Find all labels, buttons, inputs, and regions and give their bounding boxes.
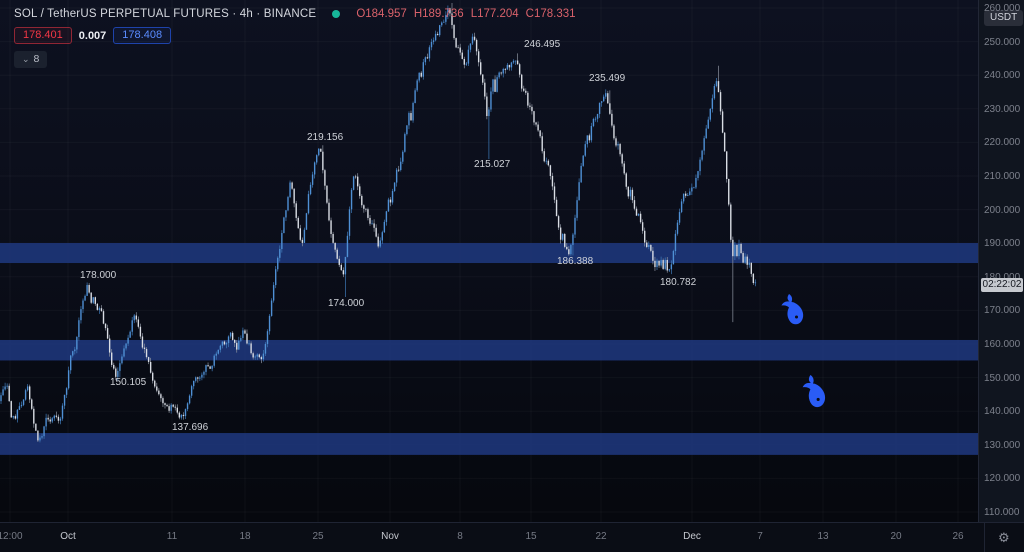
chart-legend: SOL / TetherUS PERPETUAL FUTURES · 4h · … — [14, 6, 576, 68]
price-axis-label: 220.000 — [984, 137, 1021, 149]
time-axis-label: Dec — [683, 531, 701, 542]
price-axis-label: 170.000 — [984, 305, 1021, 317]
time-axis-label: 11 — [166, 531, 178, 542]
price-axis-label: 240.000 — [984, 70, 1021, 82]
bar-countdown-label: 02:22:02 — [981, 278, 1023, 292]
demand-zone-mid[interactable] — [0, 339, 978, 361]
pivot-label: 150.105 — [110, 377, 147, 388]
pivot-label: 186.388 — [557, 256, 594, 267]
pivot-label: 178.000 — [80, 270, 117, 281]
close-value: C178.331 — [525, 8, 576, 20]
price-axis-label: 260.000 — [984, 3, 1021, 14]
price-axis-label: 140.000 — [984, 406, 1021, 418]
price-axis-label: 190.000 — [984, 238, 1021, 250]
time-axis-label: 26 — [952, 531, 964, 542]
unit-currency-chip[interactable]: USDT — [984, 10, 1024, 26]
shark-drawing-lower[interactable] — [802, 375, 826, 408]
price-axis-label: 150.000 — [984, 372, 1021, 384]
symbol-title[interactable]: SOL / TetherUS PERPETUAL FUTURES · 4h · … — [14, 8, 317, 20]
time-axis-label: 7 — [757, 531, 763, 542]
time-axis-label: 8 — [457, 531, 463, 542]
pivot-label: 235.499 — [589, 73, 626, 84]
time-axis-label: 22 — [595, 531, 607, 542]
ohlc-values: O184.957 H189.736 L177.204 C178.331 — [356, 8, 575, 20]
gear-icon[interactable]: ⚙ — [984, 523, 1010, 552]
demand-zone-lower[interactable] — [0, 433, 978, 455]
price-axis-label: 210.000 — [984, 171, 1021, 182]
chart-canvas[interactable]: 178.000 219.156 246.495 215.027 235.499 174.0… — [0, 0, 978, 522]
pivot-label: 174.000 — [328, 298, 365, 309]
shark-drawing-upper[interactable] — [781, 294, 804, 325]
time-axis-label: 13 — [817, 531, 829, 542]
time-axis-label: 12:00 — [0, 531, 23, 542]
price-axis-label: 110.000 — [984, 507, 1020, 518]
supply-zone-upper[interactable] — [0, 243, 978, 264]
pivot-price-labels: 178.000 219.156 246.495 215.027 235.499 174.0… — [80, 39, 697, 433]
bid-price-badge[interactable]: 178.401 — [14, 27, 72, 44]
candlestick-series — [0, 2, 757, 443]
chevron-down-icon: ⌄ — [22, 53, 30, 64]
time-axis-label: 20 — [890, 531, 902, 542]
ask-price-badge[interactable]: 178.408 — [113, 27, 172, 44]
indicators-collapse-chip[interactable]: ⌄ 8 — [14, 51, 48, 68]
time-axis-label: 15 — [525, 531, 537, 542]
price-axis-label: 250.000 — [984, 36, 1021, 48]
open-value: O184.957 — [356, 8, 407, 20]
high-value: H189.736 — [413, 8, 464, 20]
price-axis[interactable]: USDT 260.000 250.000 240.000 230.000 220.000… — [978, 0, 1024, 522]
spread-value: 0.007 — [78, 29, 107, 42]
time-axis-label: 18 — [239, 531, 251, 542]
market-open-dot-icon — [332, 10, 341, 18]
low-value: L177.204 — [470, 8, 519, 20]
time-axis-label: 25 — [312, 531, 324, 542]
indicators-count: 8 — [33, 53, 40, 65]
price-axis-label: 200.000 — [984, 204, 1021, 216]
price-axis-label: 160.000 — [984, 339, 1021, 350]
price-axis-label: 130.000 — [984, 439, 1021, 451]
time-axis-label: Nov — [381, 531, 399, 542]
pivot-label: 180.782 — [660, 277, 697, 288]
price-axis-label: 180.000 — [984, 272, 1020, 283]
price-axis-label: 120.000 — [984, 473, 1021, 485]
time-axis[interactable]: ⚙ 12:00 Oct 11 18 25 Nov 8 15 22 Dec 7 13 20 26 — [0, 522, 1024, 552]
pivot-label: 137.696 — [172, 422, 209, 433]
pivot-label: 215.027 — [474, 159, 511, 170]
pivot-label: 246.495 — [524, 39, 561, 50]
price-axis-label: 230.000 — [984, 103, 1021, 115]
pivot-label: 219.156 — [307, 132, 344, 143]
time-axis-label: Oct — [60, 531, 76, 542]
